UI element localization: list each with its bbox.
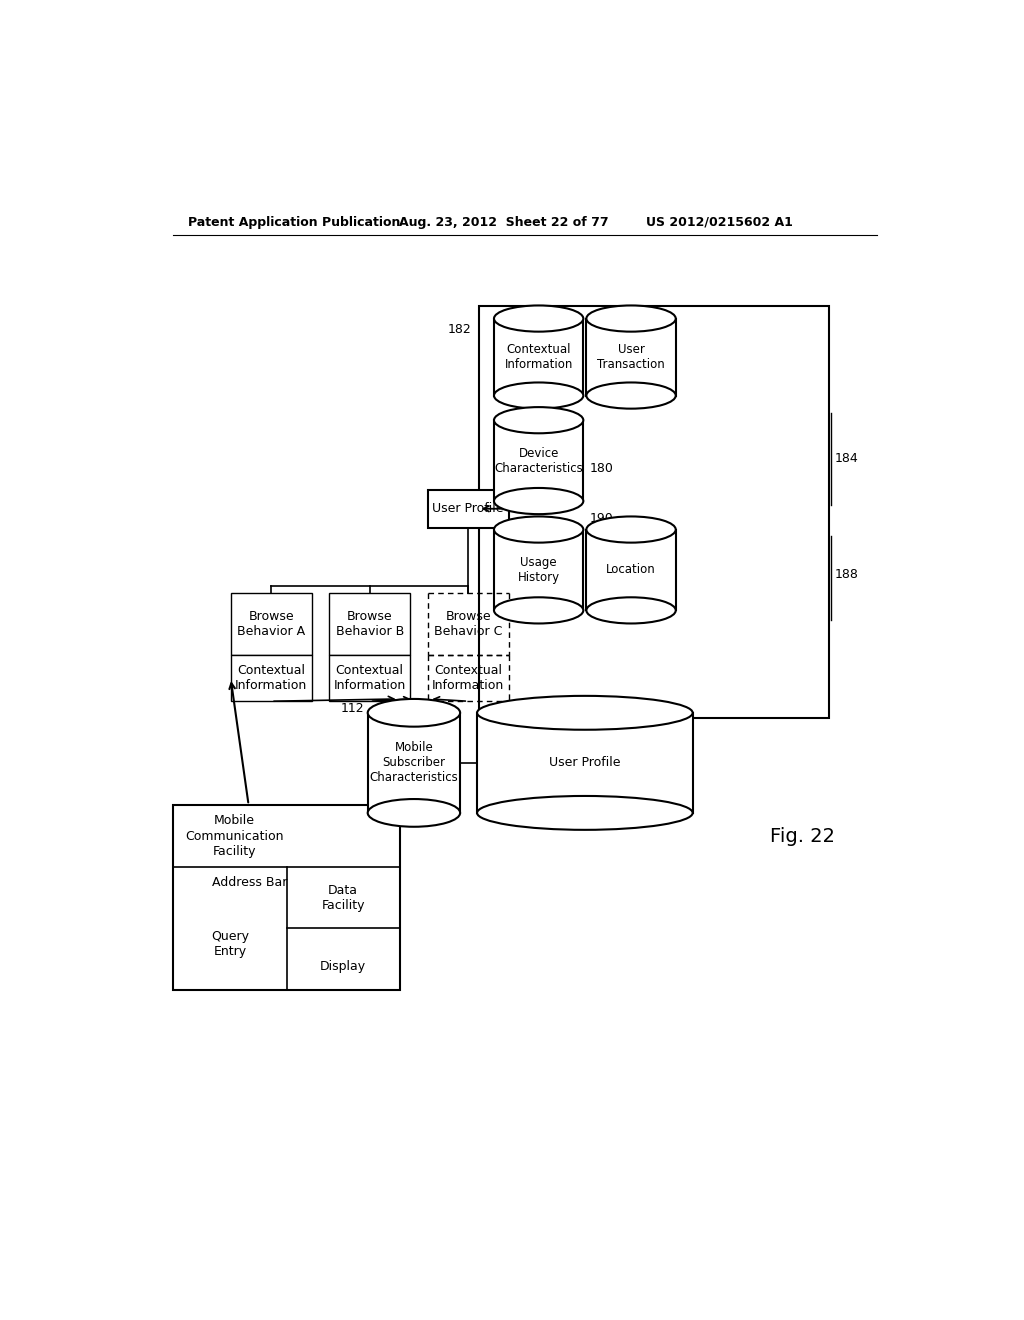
Ellipse shape bbox=[587, 305, 676, 331]
Bar bbox=[477, 713, 692, 813]
Text: Address Bar: Address Bar bbox=[212, 875, 288, 888]
Text: User Profile: User Profile bbox=[432, 502, 504, 515]
Bar bbox=[428, 490, 509, 528]
Text: Browse
Behavior B: Browse Behavior B bbox=[336, 610, 403, 639]
Bar bbox=[230, 594, 311, 655]
Text: 182: 182 bbox=[447, 323, 472, 335]
Ellipse shape bbox=[494, 597, 584, 623]
Bar bbox=[330, 655, 410, 701]
Bar bbox=[173, 805, 400, 990]
Bar bbox=[330, 594, 410, 655]
Text: Contextual
Information: Contextual Information bbox=[432, 664, 505, 692]
Text: Contextual
Information: Contextual Information bbox=[234, 664, 307, 692]
Text: 188: 188 bbox=[836, 568, 859, 581]
Ellipse shape bbox=[477, 796, 692, 830]
Text: Aug. 23, 2012  Sheet 22 of 77: Aug. 23, 2012 Sheet 22 of 77 bbox=[398, 215, 608, 228]
Ellipse shape bbox=[494, 488, 584, 515]
Ellipse shape bbox=[494, 305, 584, 331]
Ellipse shape bbox=[368, 799, 460, 826]
Ellipse shape bbox=[477, 696, 692, 730]
Text: Data
Facility: Data Facility bbox=[322, 883, 365, 912]
Bar bbox=[587, 529, 676, 610]
Text: Browse
Behavior C: Browse Behavior C bbox=[434, 610, 503, 639]
Text: 180: 180 bbox=[590, 462, 613, 475]
Text: Patent Application Publication: Patent Application Publication bbox=[188, 215, 400, 228]
Text: Browse
Behavior A: Browse Behavior A bbox=[237, 610, 305, 639]
Ellipse shape bbox=[494, 407, 584, 433]
Ellipse shape bbox=[587, 383, 676, 409]
Ellipse shape bbox=[368, 700, 460, 726]
Bar bbox=[494, 529, 584, 610]
Text: Contextual
Information: Contextual Information bbox=[334, 664, 406, 692]
Text: Contextual
Information: Contextual Information bbox=[505, 343, 572, 371]
Text: 112: 112 bbox=[340, 702, 364, 715]
Text: User
Transaction: User Transaction bbox=[597, 343, 665, 371]
Bar bbox=[494, 420, 584, 502]
Bar bbox=[368, 713, 460, 813]
Ellipse shape bbox=[494, 516, 584, 543]
Text: Query
Entry: Query Entry bbox=[212, 929, 250, 958]
Text: Display: Display bbox=[321, 961, 367, 973]
Text: Device
Characteristics: Device Characteristics bbox=[495, 446, 583, 475]
Bar bbox=[478, 306, 829, 718]
Ellipse shape bbox=[494, 383, 584, 409]
Ellipse shape bbox=[587, 516, 676, 543]
Text: Location: Location bbox=[606, 564, 656, 577]
Bar bbox=[494, 318, 584, 396]
Text: Usage
History: Usage History bbox=[517, 556, 560, 583]
Text: 184: 184 bbox=[836, 453, 859, 465]
Text: 190: 190 bbox=[590, 512, 613, 525]
Text: Mobile
Communication
Facility: Mobile Communication Facility bbox=[185, 814, 284, 858]
Text: Fig. 22: Fig. 22 bbox=[770, 826, 835, 846]
Text: User Profile: User Profile bbox=[549, 756, 621, 770]
Ellipse shape bbox=[587, 597, 676, 623]
Bar bbox=[587, 318, 676, 396]
Text: Mobile
Subscriber
Characteristics: Mobile Subscriber Characteristics bbox=[370, 742, 459, 784]
Text: US 2012/0215602 A1: US 2012/0215602 A1 bbox=[646, 215, 794, 228]
Bar bbox=[230, 655, 311, 701]
